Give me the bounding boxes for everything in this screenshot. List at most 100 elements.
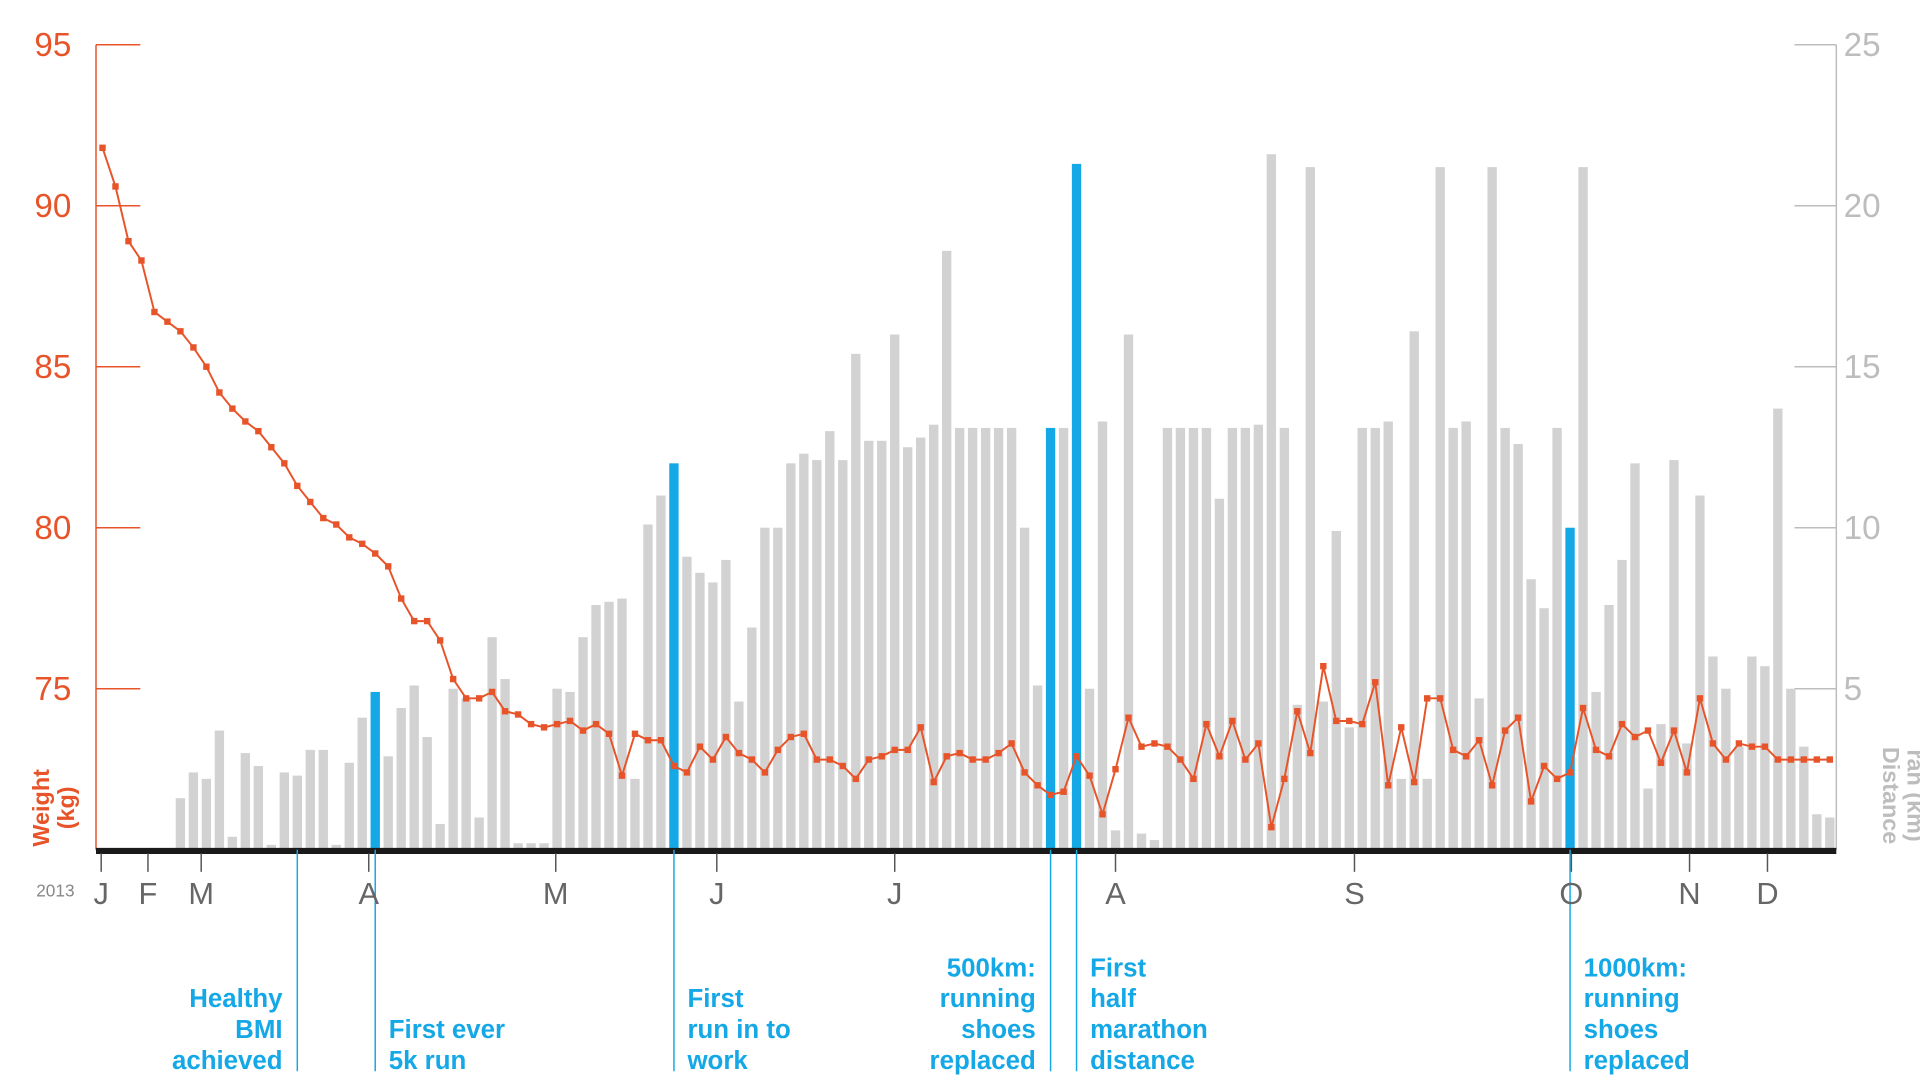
weight-point [151,308,158,316]
weight-point [982,756,989,763]
weight-point [1774,756,1782,763]
weight-point [333,521,340,528]
weight-point [1086,772,1093,779]
weight-point [1553,775,1561,783]
y-tick-label: 90 [34,188,71,225]
bar [1084,688,1095,850]
weight-point [1047,791,1054,799]
weight-point [1748,743,1756,750]
bar [1019,527,1030,850]
weight-point [1618,720,1626,728]
weight-point [1112,766,1119,773]
x-tick-label: F [139,876,158,911]
weight-point [930,778,937,786]
weight-point [618,772,626,779]
weight-point [1255,740,1262,747]
weight-point [1164,743,1171,750]
bar [357,717,367,850]
weight-point [1670,727,1678,734]
bar [1279,427,1290,850]
annotation-text: shoes [1584,1016,1659,1044]
bar [266,844,277,850]
weight-point [307,498,314,506]
annotation-text: BMI [235,1016,282,1044]
weight-point [1268,823,1275,831]
y2-tick-label: 20 [1844,188,1881,225]
annotation-text: 1000km: [1584,954,1687,982]
weight-point [1644,727,1652,734]
bar [967,427,978,850]
bar [1149,840,1160,850]
bar [1318,701,1328,850]
weight-point [1021,769,1028,776]
bar [1643,788,1653,850]
weight-point [748,756,756,763]
weight-point [1242,756,1249,763]
y2-tick-label: 25 [1844,27,1881,64]
bar [318,749,328,850]
bar [1526,579,1536,850]
bar [201,778,212,850]
annotation-text: half [1090,985,1136,1013]
weight-point [125,237,132,245]
weight-point [1372,679,1379,686]
weight-point [1475,737,1483,744]
bar [370,691,380,850]
weight-point [1177,756,1184,763]
weight-point [1813,756,1821,763]
bar [864,440,874,850]
weight-point [1657,759,1665,766]
bar [734,701,744,850]
weight-point [281,460,288,467]
weight-point [190,344,197,351]
bar [1097,421,1108,850]
weight-point [1579,704,1587,712]
weight-point [605,730,613,737]
bar [240,753,251,850]
annotation-text: distance [1090,1047,1195,1075]
weight-point [1216,753,1223,760]
weight-point [164,318,171,325]
annotation-text: work [686,1047,748,1075]
weight-point [320,514,327,522]
bar [630,778,640,850]
bar [1136,833,1147,850]
weight-point [787,733,795,741]
bar [1812,814,1822,850]
annotation-text: First ever [389,1016,505,1044]
bar [1305,167,1315,850]
bar [1253,424,1264,850]
weight-point [1281,775,1288,783]
bar [1630,463,1640,850]
bar [513,843,523,850]
weight-point [475,695,483,702]
bar [1656,724,1666,850]
weight-point [670,762,678,770]
weight-point [683,769,691,776]
weight-point [1696,695,1704,702]
weight-point [839,762,846,770]
bar [1032,685,1043,850]
y-tick-label: 95 [34,27,71,64]
weight-point [255,427,262,435]
x-axis-label: 2013 [36,880,74,900]
x-tick-label: J [94,876,109,911]
weight-point [1398,724,1405,731]
bar [1227,427,1238,850]
weight-point [1566,769,1574,776]
x-tick-label: N [1678,876,1700,911]
weight-point [1385,782,1392,789]
bar [1058,427,1069,850]
annotation-text: achieved [172,1047,283,1075]
y2-tick-label: 15 [1844,349,1881,386]
weight-point [1683,769,1691,776]
bar [903,447,913,850]
weight-point [112,183,119,190]
weight-point [995,749,1002,757]
weight-point [501,708,509,715]
bar [305,749,315,850]
bar [799,453,809,850]
weight-point [826,756,833,763]
weight-point [1462,753,1470,760]
